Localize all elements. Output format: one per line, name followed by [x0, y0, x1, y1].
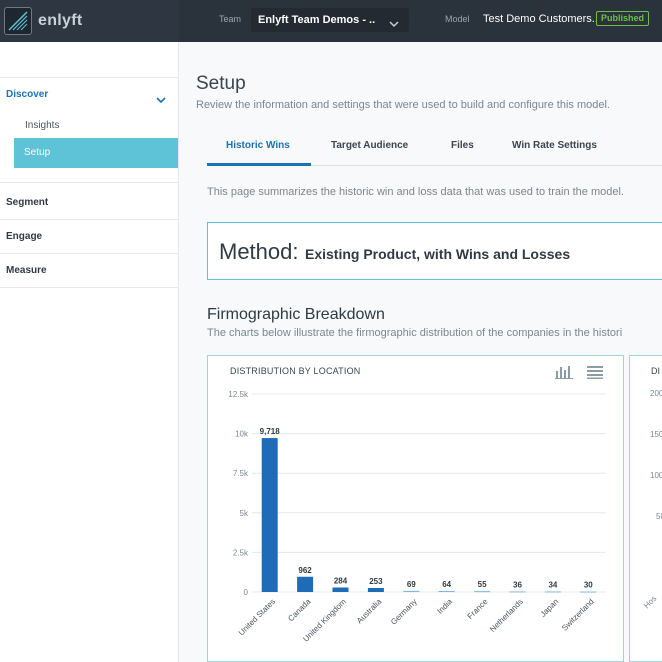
second-chart-card: DI 200 150 100 50 Hos — [629, 355, 662, 662]
method-panel: Method: Existing Product, with Wins and … — [207, 222, 662, 280]
y-tick-label: 10k — [235, 430, 249, 439]
brand-name: enlyft — [38, 12, 83, 29]
y-tick-label: 200 — [650, 389, 662, 398]
bar — [367, 587, 384, 592]
x-tick-label: Netherlands — [488, 597, 525, 634]
active-tab-indicator — [207, 163, 311, 166]
x-tick-label: Australia — [355, 597, 384, 626]
sidebar-item-insights[interactable]: Insights — [25, 120, 60, 131]
y-tick-label: 7.5k — [233, 469, 249, 478]
method-value: Existing Product, with Wins and Losses — [305, 246, 571, 262]
x-tick-label: India — [435, 597, 454, 616]
method-label: Method: — [219, 239, 299, 264]
chart-title: DISTRIBUTION BY LOCATION — [230, 366, 361, 376]
bar — [332, 587, 349, 592]
tab-bar: Historic Wins Target Audience Files Win … — [207, 128, 662, 166]
tab-files[interactable]: Files — [451, 140, 474, 151]
data-label: 34 — [548, 580, 557, 589]
x-tick-label: France — [466, 597, 490, 621]
x-tick-label: Hos — [642, 593, 659, 611]
data-label: 64 — [442, 580, 451, 589]
bar — [474, 591, 491, 593]
chevron-down-icon[interactable] — [156, 91, 166, 109]
page-title: Setup — [196, 73, 246, 94]
y-tick-label: 2.5k — [233, 548, 249, 557]
chevron-down-icon — [389, 15, 399, 33]
section-title: Firmographic Breakdown — [207, 306, 385, 323]
divider — [0, 77, 179, 78]
bar — [509, 591, 526, 593]
y-tick-label: 5k — [240, 509, 249, 518]
team-selector[interactable]: Enlyft Team Demos - .. — [251, 8, 409, 32]
y-tick-label: 12.5k — [228, 390, 249, 399]
data-label: 962 — [298, 566, 312, 575]
bar — [580, 591, 597, 593]
y-tick-label: 0 — [244, 588, 249, 597]
bar — [438, 590, 455, 592]
divider — [0, 287, 179, 288]
y-tick-label: 150 — [650, 430, 662, 439]
model-selector[interactable]: Test Demo Customers.. — [483, 13, 598, 25]
sidebar: Discover Insights Setup Segment Engage M… — [0, 42, 179, 662]
tab-target-audience[interactable]: Target Audience — [331, 140, 409, 151]
data-label: 55 — [478, 580, 487, 589]
bar — [261, 438, 278, 592]
bar — [544, 591, 561, 593]
bar — [403, 590, 420, 592]
data-label: 253 — [369, 577, 383, 586]
sidebar-item-discover[interactable]: Discover — [6, 89, 49, 100]
x-tick-label: Canada — [286, 597, 313, 624]
team-label: Team — [219, 14, 242, 24]
x-tick-label: Germany — [389, 597, 419, 627]
team-value: Enlyft Team Demos - .. — [258, 14, 376, 26]
x-tick-label: Japan — [539, 597, 561, 619]
y-tick-label: 100 — [650, 471, 662, 480]
page-subtitle: Review the information and settings that… — [196, 99, 610, 111]
section-subtitle: The charts below illustrate the firmogra… — [207, 327, 623, 339]
tab-historic-wins[interactable]: Historic Wins — [226, 140, 290, 151]
sidebar-item-measure[interactable]: Measure — [6, 265, 47, 276]
brand[interactable]: enlyft — [0, 0, 179, 42]
y-tick-label: 50 — [656, 512, 662, 521]
enlyft-logo-icon — [4, 7, 32, 35]
sidebar-item-setup[interactable]: Setup — [14, 138, 178, 168]
data-label: 36 — [513, 580, 522, 589]
sidebar-item-engage[interactable]: Engage — [6, 231, 43, 242]
bar — [297, 576, 314, 592]
sidebar-item-segment[interactable]: Segment — [6, 197, 49, 208]
data-label: 30 — [584, 581, 593, 590]
intro-text: This page summarizes the historic win an… — [207, 186, 624, 198]
divider — [0, 182, 179, 183]
divider — [0, 253, 179, 254]
x-tick-label: Switzerland — [560, 597, 596, 633]
location-chart-card: DISTRIBUTION BY LOCATION 0 2.5k 5k 7.5k 10k 1… — [207, 355, 624, 662]
data-label: 284 — [334, 577, 348, 586]
status-badge: Published — [596, 11, 650, 26]
model-label: Model — [445, 14, 470, 24]
list-icon[interactable] — [587, 365, 603, 384]
x-tick-label: United States — [237, 597, 277, 637]
divider — [0, 219, 179, 220]
data-label: 69 — [407, 580, 416, 589]
top-bar: enlyft Team Enlyft Team Demos - .. Model… — [0, 0, 662, 42]
bar-chart-icon[interactable] — [555, 365, 573, 384]
data-label: 9,718 — [260, 427, 281, 436]
location-bar-chart: 0 2.5k 5k 7.5k 10k 12.5k 9,718 United States 962… — [228, 390, 606, 644]
tab-win-rate-settings[interactable]: Win Rate Settings — [512, 140, 597, 151]
chart-title: DI — [651, 366, 660, 376]
